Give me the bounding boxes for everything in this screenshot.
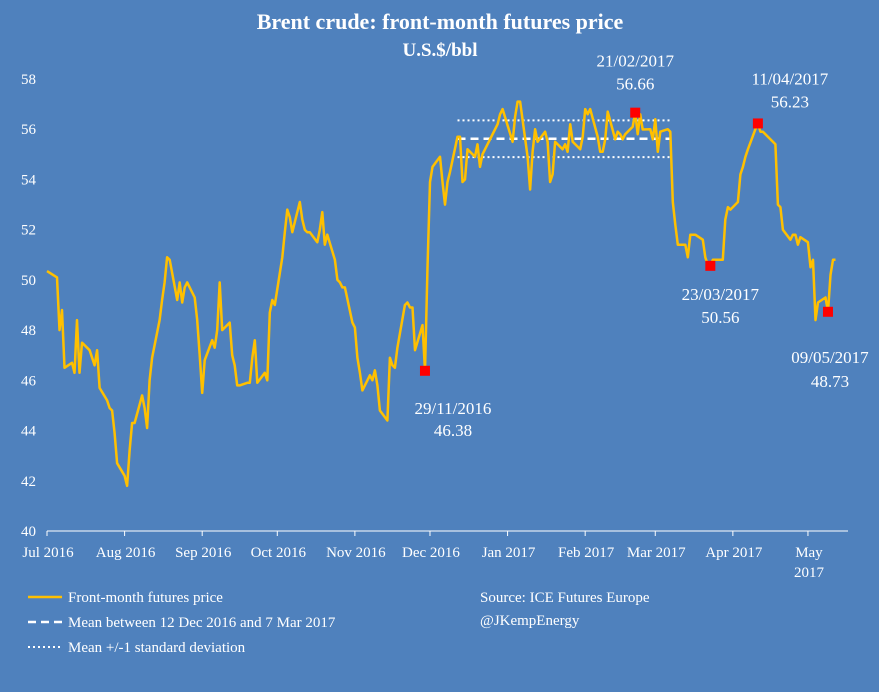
- x-tick-label: 2017: [794, 565, 825, 581]
- legend: Front-month futures price Mean between 1…: [28, 590, 336, 656]
- chart-title: Brent crude: front-month futures price: [257, 9, 624, 34]
- annotation-value: 48.73: [811, 372, 849, 391]
- x-tick-label: Oct 2016: [251, 545, 307, 561]
- y-tick-label: 54: [21, 172, 37, 188]
- y-tick-label: 48: [21, 323, 36, 339]
- legend-label-mean: Mean between 12 Dec 2016 and 7 Mar 2017: [68, 615, 336, 631]
- x-tick-label: Mar 2017: [627, 545, 686, 561]
- marker-point: [419, 365, 430, 376]
- x-tick-label: Jul 2016: [22, 545, 74, 561]
- y-tick-label: 56: [21, 122, 37, 138]
- x-tick-label: Apr 2017: [705, 545, 763, 561]
- y-tick-label: 42: [21, 474, 36, 490]
- x-tick-label: Sep 2016: [175, 545, 232, 561]
- annotation-value: 56.66: [616, 75, 654, 94]
- annotation-value: 46.38: [434, 421, 472, 440]
- legend-label-stdev: Mean +/-1 standard deviation: [68, 640, 246, 656]
- annotation-date: 21/02/2017: [597, 52, 675, 71]
- legend-label-price: Front-month futures price: [68, 590, 223, 606]
- price-series-line: [46, 100, 836, 488]
- y-tick-label: 58: [21, 72, 36, 88]
- chart-subtitle: U.S.$/bbl: [403, 40, 478, 61]
- annotation-date: 29/11/2016: [415, 399, 492, 418]
- series-group: [46, 100, 836, 488]
- y-axis: 40 42 44 46 48 50 52 54 56 58: [21, 72, 37, 540]
- source-text: Source: ICE Futures Europe: [480, 590, 650, 606]
- x-tick-label: Jan 2017: [482, 545, 536, 561]
- annotation-date: 11/04/2017: [751, 69, 828, 88]
- y-tick-label: 52: [21, 223, 36, 239]
- x-tick-label: May: [795, 545, 823, 561]
- y-tick-label: 44: [21, 424, 37, 440]
- marker-point: [705, 260, 716, 271]
- reference-lines: [457, 119, 671, 159]
- x-tick-label: Nov 2016: [326, 545, 386, 561]
- marker-point: [752, 118, 763, 129]
- markers-group: [419, 107, 833, 376]
- annotation-date: 09/05/2017: [791, 348, 869, 367]
- annotation-date: 23/03/2017: [682, 285, 760, 304]
- y-tick-label: 46: [21, 373, 37, 389]
- y-tick-label: 50: [21, 273, 36, 289]
- annotation-value: 50.56: [701, 308, 739, 327]
- x-tick-label: Feb 2017: [558, 545, 615, 561]
- x-axis: Jul 2016 Aug 2016 Sep 2016 Oct 2016 Nov 2016…: [22, 531, 824, 581]
- marker-point: [630, 107, 641, 118]
- author-handle: @JKempEnergy: [480, 613, 580, 629]
- marker-point: [822, 306, 833, 317]
- annotation-value: 56.23: [771, 92, 809, 111]
- x-tick-label: Dec 2016: [402, 545, 460, 561]
- source-note: Source: ICE Futures Europe @JKempEnergy: [480, 590, 650, 629]
- annotations-group: 29/11/2016 46.38 21/02/2017 56.66 23/03/2017…: [415, 52, 870, 440]
- x-tick-label: Aug 2016: [96, 545, 156, 561]
- y-tick-label: 40: [21, 524, 36, 540]
